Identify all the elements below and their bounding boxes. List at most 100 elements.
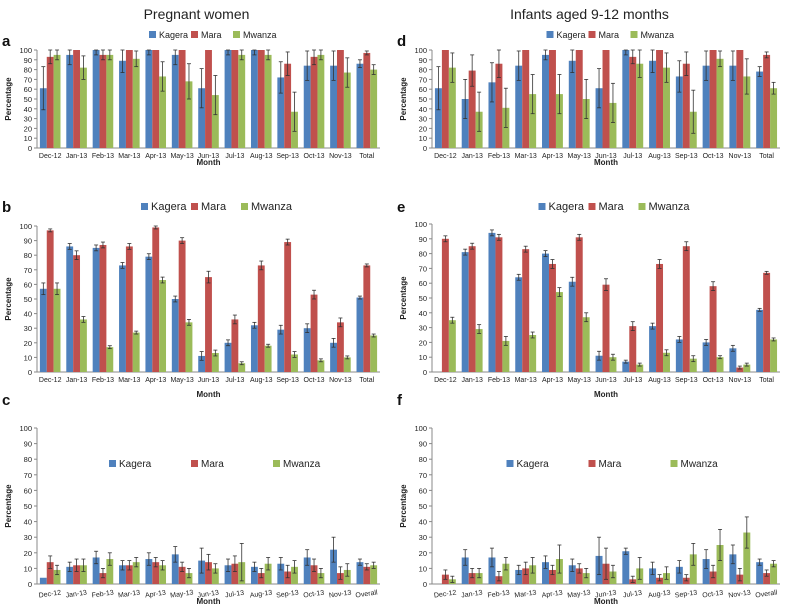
panel-d-x-tick-label: Nov-13	[729, 153, 752, 160]
panel-f-x-tick-label: Jan-13	[461, 590, 483, 600]
panel-b-bar-mwanza	[185, 322, 193, 372]
panel-f-y-tick-label: 20	[419, 549, 427, 558]
panel-c-y-tick-label: 40	[24, 518, 32, 527]
panel-d-bar-mwanza	[636, 63, 644, 148]
panel-c-x-tick-label: Overall	[355, 589, 378, 599]
panel-a-bar-mwanza	[132, 58, 140, 148]
panel-f-legend-label-mara: Mara	[599, 459, 622, 470]
panel-b-x-tick-label: Sep-13	[276, 377, 299, 384]
panel-a-bar-mwanza	[343, 72, 351, 148]
panel-a-bar-kagera	[198, 88, 206, 148]
panel-e-x-tick-label: Dec-12	[434, 377, 457, 384]
panel-d-bar-mara	[682, 63, 690, 148]
panel-e-bar-mara	[709, 286, 717, 372]
panel-f-y-tick-label: 80	[419, 455, 427, 464]
panel-b-x-tick-label: Jun-13	[198, 377, 220, 384]
panel-c-x-axis-label: Month	[197, 597, 221, 606]
panel-a-bar-kagera	[224, 50, 232, 148]
panel-a-y-tick-label: 40	[24, 105, 32, 114]
panel-b-bar-mwanza	[291, 354, 298, 372]
panel-e-bar-mara	[602, 284, 610, 372]
panel-f-bar-mwanza	[475, 573, 483, 584]
panel-b-bar-kagera	[39, 288, 47, 372]
panel-d-bar-mara	[656, 50, 664, 148]
panel-b-bar-kagera	[145, 256, 153, 372]
panel-c-bar-kagera	[66, 566, 74, 584]
panel-a-bar-mwanza	[106, 54, 114, 148]
panel-c-y-tick-label: 60	[24, 486, 32, 495]
panel-b-label: b	[2, 199, 11, 216]
panel-c-bar-mara	[310, 565, 318, 584]
panel-b-bar-mara	[284, 242, 292, 372]
panel-d-bar-kagera	[434, 88, 442, 148]
panel-b-x-tick-label: Aug-13	[250, 377, 273, 384]
panel-b-bar-mwanza	[343, 357, 351, 372]
panel-f-bar-kagera	[622, 551, 630, 584]
panel-d-legend-label-mara: Mara	[599, 30, 620, 40]
panel-e-bar-mwanza	[475, 329, 483, 372]
panel-f-y-tick-label: 60	[419, 486, 427, 495]
panel-e-bar-kagera	[542, 253, 549, 372]
panel-a-bar-kagera	[330, 65, 337, 148]
panel-c-x-tick-label: Jun-13	[197, 590, 219, 600]
panel-b-y-tick-label: 100	[19, 222, 32, 231]
panel-d-label: d	[397, 33, 406, 50]
panel-a-y-tick-label: 0	[28, 144, 32, 153]
panel-a-bar-mara	[152, 50, 160, 148]
panel-b-bar-mara	[99, 244, 107, 372]
panel-e-bar-mara	[736, 367, 744, 372]
panel-c-y-tick-label: 80	[24, 455, 32, 464]
panel-c-bar-mwanza	[106, 559, 114, 584]
panel-c-y-tick-label: 100	[19, 424, 32, 433]
panel-e-bar-mwanza	[502, 340, 510, 372]
panel-d-y-tick-label: 90	[419, 56, 427, 65]
panel-b-x-tick-label: Nov-13	[329, 377, 352, 384]
panel-d-y-tick-label: 40	[419, 105, 427, 114]
panel-c-y-tick-label: 10	[24, 564, 32, 573]
panel-e-y-tick-label: 90	[419, 235, 427, 244]
panel-e-bar-kagera	[729, 348, 737, 372]
panel-b-x-tick-label: Jul-13	[225, 377, 244, 384]
panel-d-bar-kagera	[595, 88, 603, 148]
panel-e-bar-mwanza	[743, 364, 751, 372]
panel-c-bar-mwanza	[264, 563, 272, 584]
panel-e-y-tick-label: 40	[419, 309, 427, 318]
panel-f-x-tick-label: Jul-13	[623, 590, 643, 600]
panel-b-bar-mara	[231, 319, 239, 372]
panel-c-legend-label-mwanza: Mwanza	[283, 459, 321, 470]
header-right: Infants aged 9-12 months	[510, 6, 669, 22]
panel-f-bar-mwanza	[716, 545, 724, 584]
panel-c-y-tick-label: 20	[24, 549, 32, 558]
panel-c-bar-mara	[363, 566, 371, 584]
panel-e-bar-mwanza	[529, 335, 537, 372]
panel-a-x-tick-label: Apr-13	[145, 153, 166, 160]
panel-c-y-tick-label: 0	[28, 580, 32, 589]
panel-c-bar-kagera	[356, 562, 364, 584]
panel-f-legend-swatch-kagera	[506, 460, 514, 467]
panel-a-bar-kagera	[39, 88, 47, 148]
panel-d-bar-kagera	[515, 65, 523, 148]
panel-f-x-tick-label: May-13	[567, 589, 591, 599]
panel-b-y-tick-label: 40	[24, 310, 32, 319]
panel-d-legend-swatch-kagera	[546, 31, 554, 38]
panel-a-bar-kagera	[145, 50, 153, 148]
panel-a-bar-mwanza	[159, 76, 167, 148]
panel-b-y-tick-label: 60	[24, 280, 32, 289]
panel-e-y-tick-label: 0	[423, 368, 427, 377]
panel-e-bar-mara	[495, 237, 503, 372]
panel-c-bar-mwanza	[211, 568, 219, 584]
panel-d-bar-mwanza	[448, 67, 456, 148]
header-left: Pregnant women	[143, 6, 250, 22]
panel-c-bar-mwanza	[159, 565, 167, 584]
panel-d-y-tick-label: 70	[419, 75, 427, 84]
panel-e-bar-kagera	[461, 252, 469, 372]
panel-e-bar-kagera	[756, 309, 764, 372]
panel-d-y-axis-label: Percentage	[399, 77, 408, 121]
panel-b-bar-mwanza	[264, 345, 272, 372]
panel-f-bar-mara	[763, 573, 771, 584]
panel-f-bar-kagera	[756, 562, 764, 584]
panel-b-bar-mara	[125, 246, 133, 372]
panel-b-bar-mwanza	[53, 288, 61, 372]
panel-e-bar-kagera	[595, 355, 603, 372]
panel-f-y-tick-label: 30	[419, 533, 427, 542]
